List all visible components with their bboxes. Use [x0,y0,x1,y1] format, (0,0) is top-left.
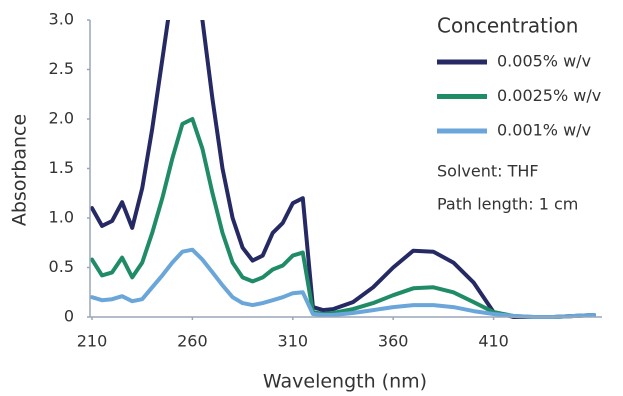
series-line [90,247,596,319]
legend-label: 0.001% w/v [497,121,591,140]
y-tick-label: 1.5 [49,158,74,177]
series-line [90,20,596,319]
y-tick-label: 0.5 [49,257,74,276]
legend-title: Concentration [437,14,578,38]
x-tick-label: 360 [378,332,409,351]
y-tick-label: 2.5 [49,59,74,78]
x-tick-label: 310 [278,332,309,351]
series-line [90,117,596,319]
annotation: Solvent: THF [437,162,539,181]
x-tick-label: 260 [177,332,208,351]
x-axis-title: Wavelength (nm) [263,371,427,393]
y-tick-label: 3.0 [49,10,74,29]
x-tick-label: 410 [478,332,509,351]
x-tick-label: 210 [77,332,108,351]
plot-area [90,20,596,319]
annotation: Path length: 1 cm [437,195,578,214]
y-tick-label: 1.0 [49,208,74,227]
y-tick-label: 0 [64,307,74,326]
y-tick-label: 2.0 [49,109,74,128]
legend-label: 0.005% w/v [497,52,591,71]
y-axis-title: Absorbance [9,114,31,226]
legend-label: 0.0025% w/v [497,86,601,105]
